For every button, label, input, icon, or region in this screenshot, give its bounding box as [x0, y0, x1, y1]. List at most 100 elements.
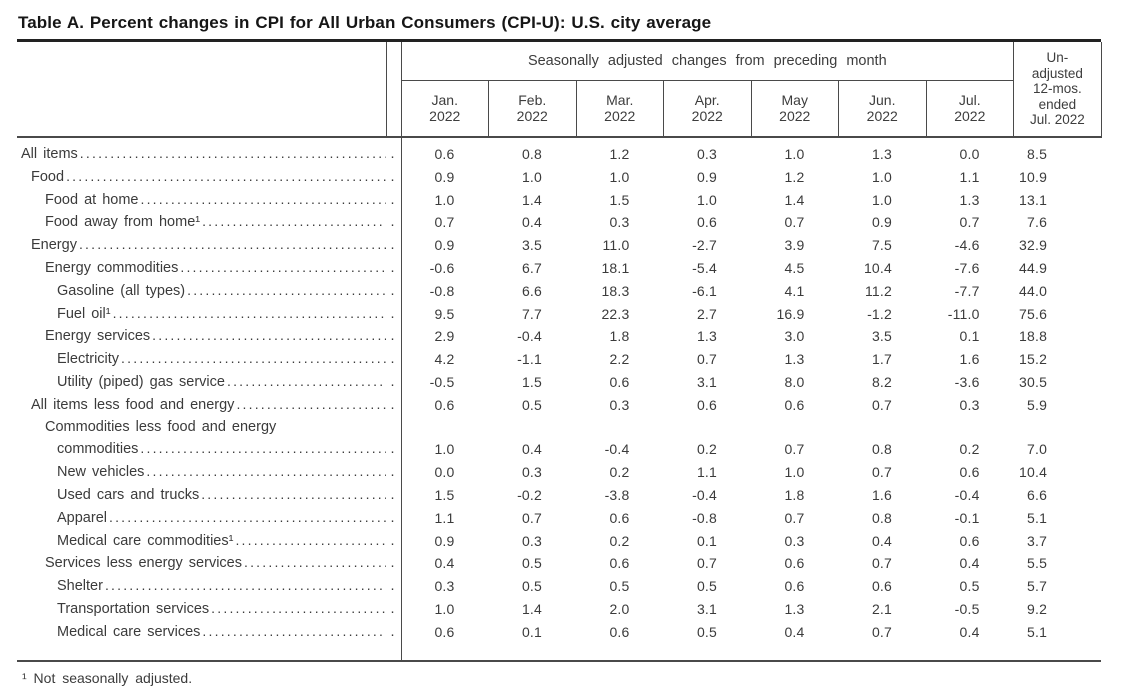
dot-leader [187, 280, 386, 303]
value-cell-month: -3.8 [604, 486, 630, 503]
value-cell-month: 2.9 [434, 328, 455, 345]
month-header-feb: Feb. 2022 [488, 80, 576, 138]
value-cell-12mo: 5.7 [1027, 578, 1048, 595]
value-cell-month: -2.7 [692, 237, 717, 254]
value-cell-month: -0.6 [429, 259, 455, 276]
leader-end-dot: . [390, 259, 395, 276]
value-cell-month: 1.0 [434, 600, 455, 617]
value-cell-month: 0.4 [521, 214, 542, 231]
value-cell-month: 1.1 [696, 464, 717, 481]
leader-end-dot: . [390, 578, 395, 595]
cpi-table: Seasonally adjusted changes from precedi… [17, 42, 1102, 662]
month-header-mar: Mar. 2022 [575, 80, 664, 138]
dot-leader [236, 394, 386, 417]
row-label-cell: Apparel. [17, 506, 402, 530]
dot-leader [109, 507, 386, 530]
row-label-line: Transportation services. [17, 598, 401, 621]
row-label-cell: Shelter. [17, 575, 402, 598]
value-cell-month: 0.4 [521, 441, 542, 458]
value-cell-month: 0.2 [609, 464, 630, 481]
value-cell-month: 0.9 [434, 168, 455, 185]
value-cell-month: 0.6 [784, 396, 805, 413]
leader-end-dot: . [390, 486, 395, 503]
value-cell-12mo: 75.6 [1019, 305, 1048, 322]
row-label-cell: Utility (piped) gas service. [17, 370, 402, 394]
value-cell-month: 0.6 [609, 373, 630, 390]
value-cell-month: 0.6 [609, 555, 630, 572]
value-cell-month: 8.2 [871, 373, 892, 390]
row-label-cell: Food at home. [17, 188, 402, 212]
value-cell-month: 0.1 [696, 532, 717, 549]
row-label: Electricity [57, 351, 120, 368]
table-row: Energy. 0.9 3.5 11.0 -2.7 3.9 7.5 -4.6 32.9 [17, 234, 1101, 257]
value-cell-month: -0.4 [954, 486, 980, 503]
value-cell-month: 11.2 [864, 282, 892, 299]
row-label-line: Utility (piped) gas service. [17, 371, 401, 394]
value-cell-month: 0.9 [696, 168, 717, 185]
value-cell-12mo: 18.8 [1019, 328, 1048, 345]
dot-leader [105, 575, 387, 598]
dot-leader [180, 257, 386, 280]
value-cell-month: 0.5 [959, 578, 980, 595]
row-label: Services less energy services [45, 555, 242, 572]
value-cell-month: 1.5 [521, 373, 542, 390]
month-header-may: May 2022 [750, 80, 839, 138]
value-cell-month: 2.2 [609, 351, 630, 368]
value-cell-month: 0.8 [871, 441, 892, 458]
value-cell-month: 1.0 [871, 191, 892, 208]
table-row: Food. 0.9 1.0 1.0 0.9 1.2 1.0 1.1 10.9 [17, 165, 1101, 189]
table-row: Food away from home¹. 0.7 0.4 0.3 0.6 0.7 0.9 0… [17, 211, 1101, 235]
value-cell-month: 0.2 [959, 441, 980, 458]
value-cell-month: 1.3 [871, 146, 892, 162]
value-cell-month: 0.4 [434, 555, 455, 572]
value-cell-month: 0.1 [488, 620, 576, 662]
row-label: Utility (piped) gas service [57, 373, 225, 390]
row-label: All items [21, 146, 78, 162]
value-cell-month: 7.5 [871, 237, 892, 254]
value-cell-month: 1.0 [784, 464, 805, 481]
value-cell-month: 0.6 [434, 396, 455, 413]
row-label-line: Electricity. [17, 348, 401, 371]
stub-header-cell [17, 42, 386, 138]
value-cell-month: 18.3 [601, 282, 630, 299]
row-label-line: All items. [17, 143, 401, 166]
month-header-row: Jan. 2022 Feb. 2022 Mar. 2022 Apr. 2022 … [17, 80, 1101, 138]
value-cell-month: 1.4 [784, 191, 805, 208]
seasonally-adjusted-header: Seasonally adjusted changes from precedi… [401, 42, 1014, 81]
row-label-cell: Commodities less food and energy commodit… [17, 416, 402, 462]
row-label-cell: All items less food and energy. [17, 393, 402, 417]
value-cell-month: 0.5 [663, 620, 751, 662]
value-cell-month: 8.0 [784, 373, 805, 390]
value-cell-month: 1.1 [959, 168, 980, 185]
value-cell-month: 0.7 [434, 214, 455, 231]
value-cell-month: 3.0 [784, 328, 805, 345]
value-cell-month: 0.3 [434, 578, 455, 595]
value-cell-month: 0.7 [521, 509, 542, 526]
value-cell-month: 3.9 [784, 237, 805, 254]
value-cell-month: 0.3 [521, 532, 542, 549]
value-cell-12mo: 5.5 [1027, 555, 1048, 572]
value-cell-12mo: 5.1 [1013, 620, 1102, 662]
value-cell-month: -0.4 [692, 486, 717, 503]
value-cell-month: 0.5 [609, 578, 630, 595]
table-row: New vehicles. 0.0 0.3 0.2 1.1 1.0 0.7 0.6 10.4 [17, 461, 1101, 484]
value-cell-month: 0.7 [784, 441, 805, 458]
value-cell-month: 0.8 [871, 509, 892, 526]
value-cell-12mo: 5.9 [1027, 396, 1048, 413]
dot-leader [66, 166, 386, 189]
value-cell-month: -0.2 [517, 486, 542, 503]
dot-leader [80, 143, 387, 166]
value-cell-month: 4.2 [434, 351, 455, 368]
value-cell-month: 1.0 [696, 191, 717, 208]
value-cell-month: 1.5 [434, 486, 455, 503]
dot-leader [227, 371, 386, 394]
dot-leader [113, 303, 387, 326]
value-cell-month: 1.8 [609, 328, 630, 345]
value-cell-month: 4.5 [784, 259, 805, 276]
value-cell-month: 0.3 [696, 146, 717, 162]
row-label-line: Food away from home¹. [17, 211, 401, 234]
footnote: ¹ Not seasonally adjusted. [22, 669, 193, 686]
table-row: Fuel oil¹. 9.5 7.7 22.3 2.7 16.9 -1.2 -11.0 75.6 [17, 302, 1101, 326]
dot-leader [202, 621, 386, 644]
value-cell-12mo: 5.1 [1027, 509, 1048, 526]
